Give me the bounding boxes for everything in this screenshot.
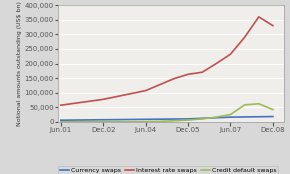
Credit default swaps — [102, 121, 105, 123]
Currency swaps — [229, 116, 232, 118]
Currency swaps — [59, 119, 63, 121]
Currency swaps — [271, 116, 275, 118]
Credit default swaps — [215, 116, 218, 118]
Interest rate swaps — [200, 71, 204, 73]
Interest rate swaps — [257, 16, 260, 18]
Credit default swaps — [271, 109, 275, 111]
Interest rate swaps — [59, 104, 63, 106]
Credit default swaps — [243, 104, 246, 106]
Interest rate swaps — [229, 53, 232, 55]
Y-axis label: Notional amounts outstanding (US$ bn): Notional amounts outstanding (US$ bn) — [17, 1, 22, 126]
Line: Credit default swaps: Credit default swaps — [61, 104, 273, 122]
Line: Interest rate swaps: Interest rate swaps — [61, 17, 273, 105]
Interest rate swaps — [271, 25, 275, 27]
Credit default swaps — [158, 120, 162, 122]
Currency swaps — [144, 118, 147, 120]
Credit default swaps — [172, 120, 176, 122]
Credit default swaps — [257, 103, 260, 105]
Currency swaps — [102, 119, 105, 121]
Interest rate swaps — [215, 62, 218, 65]
Interest rate swaps — [186, 73, 190, 75]
Credit default swaps — [186, 119, 190, 121]
Credit default swaps — [59, 121, 63, 123]
Interest rate swaps — [172, 78, 176, 80]
Credit default swaps — [200, 118, 204, 120]
Interest rate swaps — [102, 98, 105, 100]
Line: Currency swaps: Currency swaps — [61, 117, 273, 120]
Credit default swaps — [144, 121, 147, 123]
Credit default swaps — [229, 113, 232, 116]
Interest rate swaps — [243, 36, 246, 38]
Currency swaps — [186, 118, 190, 120]
Legend: Currency swaps, Interest rate swaps, Credit default swaps: Currency swaps, Interest rate swaps, Cre… — [58, 166, 278, 174]
Interest rate swaps — [144, 90, 147, 92]
